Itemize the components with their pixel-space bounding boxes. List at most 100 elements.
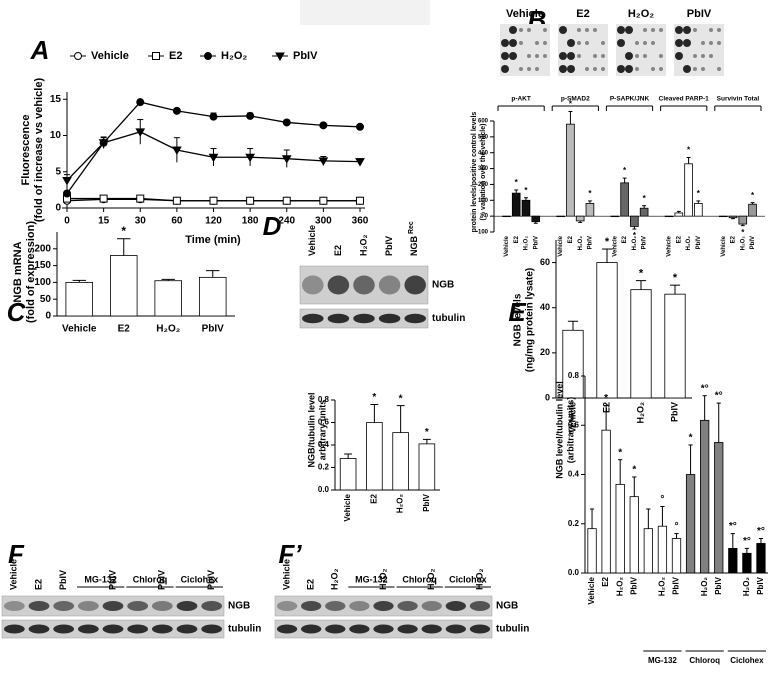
dot bbox=[509, 26, 517, 34]
lane-label: Vehicle bbox=[281, 559, 291, 590]
dot bbox=[625, 65, 633, 73]
blot-band bbox=[28, 601, 50, 611]
dot bbox=[559, 65, 567, 73]
dot-blot-label: Vehicle bbox=[506, 8, 544, 20]
dot bbox=[651, 28, 655, 32]
x-tick-label: 120 bbox=[205, 216, 222, 227]
y-tick-label: 100 bbox=[34, 277, 51, 288]
blot-band bbox=[378, 313, 401, 324]
dot bbox=[693, 67, 697, 71]
blot-band bbox=[53, 601, 75, 611]
lane-label: Vehicle bbox=[307, 225, 317, 256]
marker bbox=[355, 158, 365, 167]
dot bbox=[593, 28, 597, 32]
x-tick-label: Vehicle bbox=[343, 493, 352, 521]
dot bbox=[501, 39, 509, 47]
x-tick-label: 240 bbox=[278, 216, 295, 227]
bar bbox=[620, 182, 629, 217]
blot-row-label: NGB bbox=[432, 280, 454, 291]
legend-label: H₂O₂ bbox=[221, 50, 247, 62]
blot-band bbox=[404, 313, 426, 324]
legend-label: Vehicle bbox=[91, 50, 129, 62]
dot bbox=[527, 54, 531, 58]
bar bbox=[418, 443, 436, 491]
y-tick-label: 0.0 bbox=[568, 568, 580, 577]
bar bbox=[339, 458, 357, 491]
lane-label: H₂O₂ bbox=[426, 569, 436, 591]
lane-label-main: NGB bbox=[410, 236, 420, 257]
y-tick-label: 20 bbox=[540, 347, 550, 357]
blot-band bbox=[28, 624, 50, 634]
group-label: MG-132 bbox=[84, 574, 117, 584]
bar bbox=[756, 543, 766, 574]
x-tick-label: E2 bbox=[731, 235, 737, 243]
dot bbox=[593, 67, 597, 71]
marker bbox=[282, 118, 291, 127]
group-label: P-SAPK/JNK bbox=[610, 96, 650, 103]
significance-mark: * bbox=[569, 100, 573, 109]
x-tick-label: PbIV bbox=[422, 493, 431, 511]
marker bbox=[74, 52, 82, 60]
dot bbox=[519, 67, 523, 71]
bar bbox=[502, 215, 511, 218]
blot-band bbox=[327, 275, 350, 295]
y-tick-label: 150 bbox=[34, 260, 51, 271]
x-tick-label: H₂O₂ bbox=[686, 236, 692, 251]
dot bbox=[535, 54, 539, 58]
significance-mark: * bbox=[399, 393, 403, 404]
lane-label-sup: Rec bbox=[408, 221, 415, 234]
x-tick-label: PbIV bbox=[672, 576, 681, 594]
blot-band bbox=[176, 601, 198, 611]
dot bbox=[701, 54, 705, 58]
group-label: Chloroq bbox=[402, 574, 437, 584]
dot bbox=[601, 41, 605, 45]
dot bbox=[617, 65, 625, 73]
significance-mark: * bbox=[639, 268, 644, 280]
y-axis-label: (% variation over the vehicle) bbox=[480, 124, 487, 221]
dot bbox=[527, 28, 531, 32]
y-tick-label: 200 bbox=[34, 243, 51, 254]
panel-letter: A bbox=[30, 35, 50, 65]
x-tick-label: H₂O₂ bbox=[658, 577, 667, 597]
panel-letter: E bbox=[508, 297, 526, 327]
x-tick-label: PbIV bbox=[202, 324, 225, 335]
dot bbox=[659, 54, 663, 58]
y-tick-label: 5 bbox=[55, 166, 61, 177]
y-tick-label: 0.4 bbox=[318, 440, 330, 449]
x-tick-label: E2 bbox=[601, 576, 610, 586]
blot-band bbox=[3, 601, 25, 611]
bar bbox=[531, 215, 541, 223]
blot-band bbox=[201, 601, 223, 611]
y-tick-label: 0.8 bbox=[568, 371, 580, 380]
lane-label: Vehicle bbox=[9, 559, 19, 590]
significance-mark: * bbox=[697, 189, 701, 198]
marker bbox=[152, 52, 160, 60]
bar bbox=[575, 215, 585, 222]
significance-mark: * bbox=[689, 433, 693, 444]
blot-row-label: NGB bbox=[496, 601, 518, 612]
y-axis-label: protein levels/positive control levels bbox=[471, 112, 478, 233]
group-label: Survivin Total bbox=[717, 96, 760, 103]
bar bbox=[585, 203, 595, 217]
marker bbox=[136, 98, 145, 107]
x-tick-label: PbIV bbox=[714, 576, 723, 594]
bar bbox=[596, 262, 618, 399]
bar bbox=[684, 163, 693, 217]
blot-band bbox=[102, 601, 124, 611]
significance-mark: * bbox=[605, 236, 610, 248]
bar bbox=[65, 281, 94, 317]
marker bbox=[319, 121, 328, 130]
y-tick-label: 0 bbox=[485, 214, 489, 220]
blot-band bbox=[53, 624, 75, 634]
blot-row-label: tubulin bbox=[496, 624, 529, 635]
marker bbox=[135, 128, 146, 137]
x-tick-label: H₂O₂ bbox=[524, 236, 530, 251]
y-tick-label: 50 bbox=[40, 294, 52, 305]
marker bbox=[136, 194, 145, 203]
significance-mark: * bbox=[632, 465, 636, 476]
bar bbox=[630, 289, 652, 399]
y-tick-label: 100 bbox=[478, 198, 489, 204]
blot-band bbox=[276, 601, 298, 611]
x-tick-label: E2 bbox=[514, 235, 520, 243]
group-label: Ciclohex bbox=[181, 574, 219, 584]
